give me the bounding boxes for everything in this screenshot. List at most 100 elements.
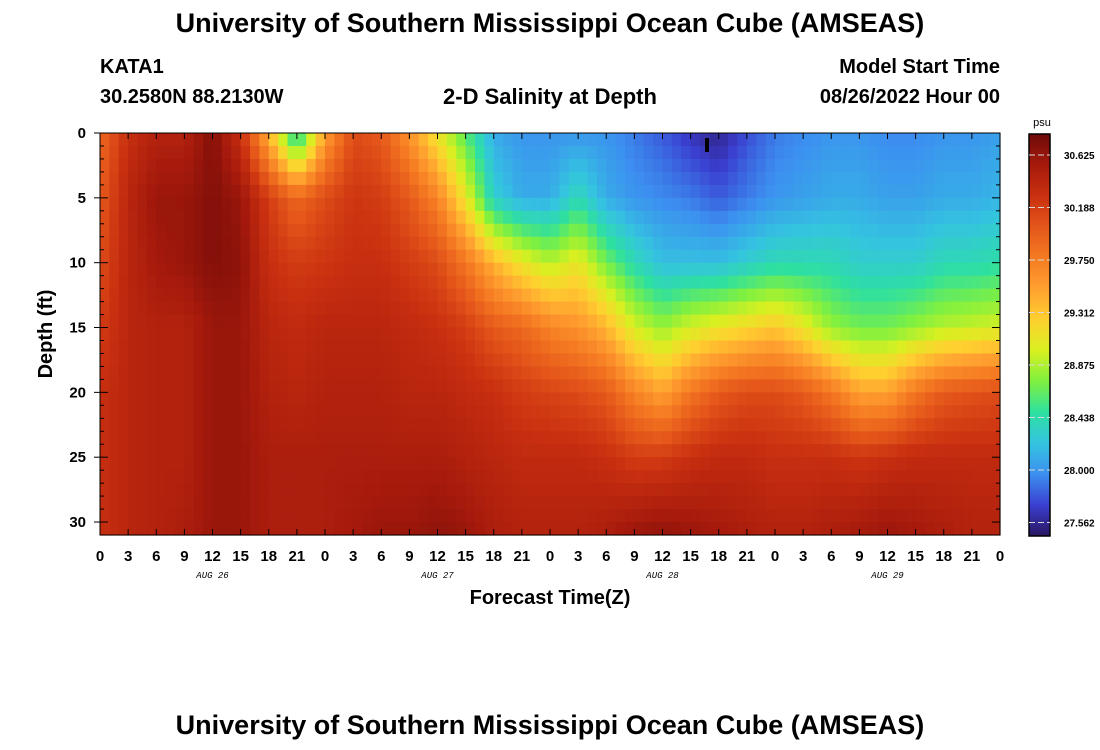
heatmap-cell bbox=[859, 171, 870, 186]
heatmap-cell bbox=[118, 483, 129, 497]
heatmap-cell bbox=[118, 418, 129, 432]
heatmap-cell bbox=[465, 249, 476, 264]
heatmap-cell bbox=[475, 210, 485, 225]
heatmap-cell bbox=[456, 340, 467, 355]
heatmap-cell bbox=[240, 470, 251, 484]
heatmap-cell bbox=[878, 327, 889, 342]
heatmap-cell bbox=[250, 301, 260, 316]
heatmap-cell bbox=[681, 301, 692, 316]
heatmap-cell bbox=[821, 509, 832, 523]
heatmap-cell bbox=[109, 236, 120, 251]
heatmap-cell bbox=[793, 522, 804, 536]
heatmap-cell bbox=[465, 496, 476, 510]
heatmap-cell bbox=[278, 184, 289, 199]
heatmap-cell bbox=[390, 327, 401, 342]
heatmap-cell bbox=[137, 405, 148, 419]
heatmap-cell bbox=[353, 509, 364, 523]
heatmap-cell bbox=[409, 457, 420, 471]
heatmap-cell bbox=[784, 301, 795, 316]
heatmap-cell bbox=[709, 171, 720, 186]
heatmap-cell bbox=[775, 210, 785, 225]
heatmap-cell bbox=[118, 133, 129, 147]
heatmap-cell bbox=[362, 158, 373, 173]
heatmap-cell bbox=[671, 405, 682, 419]
heatmap-cell bbox=[596, 145, 607, 160]
heatmap-cell bbox=[137, 470, 148, 484]
heatmap-cell bbox=[737, 353, 748, 368]
heatmap-cell bbox=[568, 184, 579, 199]
heatmap-cell bbox=[878, 262, 889, 277]
heatmap-cell bbox=[109, 405, 120, 419]
heatmap-cell bbox=[353, 223, 364, 238]
heatmap-cell bbox=[634, 197, 645, 212]
heatmap-cell bbox=[409, 392, 420, 406]
heatmap-cell bbox=[971, 133, 982, 147]
heatmap-cell bbox=[381, 340, 392, 355]
heatmap-cell bbox=[971, 197, 982, 212]
heatmap-cell bbox=[887, 483, 898, 497]
heatmap-cell bbox=[850, 275, 860, 290]
heatmap-cell bbox=[465, 197, 476, 212]
heatmap-cell bbox=[953, 288, 964, 303]
heatmap-cell bbox=[146, 301, 157, 316]
heatmap-cell bbox=[709, 301, 720, 316]
heatmap-cell bbox=[690, 223, 701, 238]
heatmap-cell bbox=[278, 405, 289, 419]
heatmap-cell bbox=[625, 133, 635, 147]
heatmap-cell bbox=[156, 353, 167, 368]
heatmap-cell bbox=[746, 392, 757, 406]
heatmap-cell bbox=[540, 353, 551, 368]
heatmap-cell bbox=[850, 444, 860, 458]
heatmap-cell bbox=[475, 405, 485, 419]
heatmap-cell bbox=[109, 522, 120, 536]
heatmap-cell bbox=[568, 392, 579, 406]
heatmap-cell bbox=[831, 145, 842, 160]
heatmap-cell bbox=[315, 158, 326, 173]
heatmap-cell bbox=[268, 145, 279, 160]
heatmap-cell bbox=[109, 171, 120, 186]
heatmap-cell bbox=[259, 145, 270, 160]
heatmap-cell bbox=[840, 184, 851, 199]
heatmap-cell bbox=[325, 210, 335, 225]
heatmap-cell bbox=[653, 483, 664, 497]
heatmap-cell bbox=[803, 171, 814, 186]
heatmap-cell bbox=[456, 249, 467, 264]
heatmap-cell bbox=[550, 210, 560, 225]
heatmap-cell bbox=[671, 522, 682, 536]
heatmap-cell bbox=[268, 405, 279, 419]
heatmap-cell bbox=[878, 444, 889, 458]
heatmap-cell bbox=[587, 158, 598, 173]
heatmap-cell bbox=[381, 184, 392, 199]
heatmap-cell bbox=[371, 522, 382, 536]
heatmap-cell bbox=[831, 522, 842, 536]
heatmap-cell bbox=[962, 327, 973, 342]
heatmap-cell bbox=[221, 379, 232, 393]
heatmap-cell bbox=[596, 496, 607, 510]
heatmap-cell bbox=[615, 418, 626, 432]
heatmap-cell bbox=[428, 522, 439, 536]
heatmap-cell bbox=[353, 197, 364, 212]
heatmap-cell bbox=[606, 366, 617, 380]
heatmap-cell bbox=[137, 275, 148, 290]
heatmap-cell bbox=[896, 236, 907, 251]
heatmap-cell bbox=[540, 340, 551, 355]
heatmap-cell bbox=[868, 314, 879, 329]
heatmap-cell bbox=[109, 262, 120, 277]
heatmap-cell bbox=[615, 366, 626, 380]
heatmap-cell bbox=[906, 262, 917, 277]
heatmap-cell bbox=[446, 522, 457, 536]
heatmap-cell bbox=[268, 184, 279, 199]
heatmap-cell bbox=[100, 379, 110, 393]
heatmap-cell bbox=[390, 184, 401, 199]
heatmap-cell bbox=[690, 353, 701, 368]
heatmap-cell bbox=[634, 236, 645, 251]
heatmap-cell bbox=[831, 236, 842, 251]
heatmap-cell bbox=[156, 314, 167, 329]
heatmap-cell bbox=[240, 496, 251, 510]
heatmap-cell bbox=[746, 210, 757, 225]
heatmap-cell bbox=[428, 210, 439, 225]
heatmap-cell bbox=[831, 314, 842, 329]
heatmap-cell bbox=[259, 327, 270, 342]
heatmap-cell bbox=[821, 171, 832, 186]
heatmap-cell bbox=[981, 509, 992, 523]
